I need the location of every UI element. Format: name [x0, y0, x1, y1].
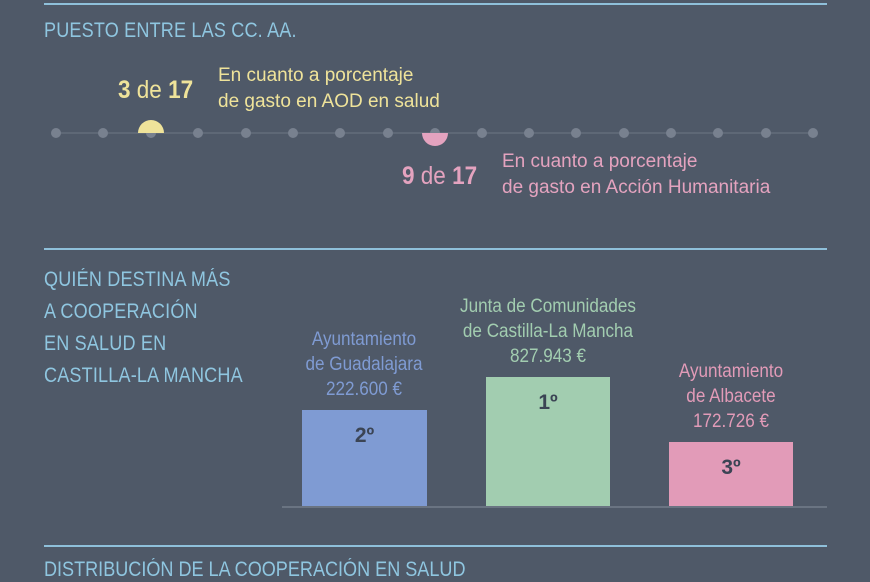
- humanitarian-desc-line1: En cuanto a porcentaje: [502, 151, 698, 172]
- funders-title-line2: A COOPERACIÓN: [44, 300, 198, 323]
- aod-desc-line2: de gasto en AOD en salud: [218, 91, 440, 112]
- bar-label-albacete: Ayuntamiento de Albacete 172.726 €: [659, 359, 803, 434]
- bar-name-line1: Ayuntamiento: [311, 329, 417, 350]
- bar-amount: 172.726 €: [692, 411, 770, 432]
- rank-dot: [761, 128, 771, 138]
- humanitarian-rank: 9 de 17: [402, 162, 477, 191]
- rank-dot: [193, 128, 203, 138]
- aod-rank-value: 3: [118, 76, 131, 104]
- section-divider: [44, 248, 827, 250]
- aod-rank-marker: [138, 120, 164, 133]
- bar-name-line1: Ayuntamiento: [678, 361, 784, 382]
- bar-amount: 222.600 €: [325, 379, 403, 400]
- rank-dot: [241, 128, 251, 138]
- bar-junta: 1º: [486, 377, 610, 507]
- rank-dot: [335, 128, 345, 138]
- humanitarian-rank-value: 9: [402, 162, 415, 190]
- aod-rank-of: de: [136, 76, 162, 104]
- bar-name-line1: Junta de Comunidades: [460, 296, 636, 317]
- top-divider: [44, 3, 827, 5]
- rank-dot: [477, 128, 487, 138]
- rank-dot: [808, 128, 818, 138]
- bar-name-line2: de Castilla-La Mancha: [462, 321, 634, 342]
- aod-rank: 3 de 17: [118, 76, 193, 105]
- rank-dot: [524, 128, 534, 138]
- bar-amount: 827.943 €: [509, 346, 587, 367]
- aod-rank-description: En cuanto a porcentaje de gasto en AOD e…: [218, 63, 440, 115]
- bar-chart-baseline: [282, 506, 827, 508]
- rank-dot: [51, 128, 61, 138]
- bar-name-line2: de Guadalajara: [305, 354, 423, 375]
- rank-dot: [619, 128, 629, 138]
- bar-label-guadalajara: Ayuntamiento de Guadalajara 222.600 €: [292, 327, 436, 402]
- bar-albacete: 3º: [669, 442, 793, 507]
- rank-dot: [288, 128, 298, 138]
- ranking-section-title: PUESTO ENTRE LAS CC. AA.: [44, 19, 297, 42]
- rank-dot: [383, 128, 393, 138]
- rank-dot: [666, 128, 676, 138]
- bar-name-line2: de Albacete: [686, 386, 776, 407]
- humanitarian-rank-of: de: [420, 162, 446, 190]
- aod-desc-line1: En cuanto a porcentaje: [218, 65, 414, 86]
- bar-position-label: 2º: [354, 424, 375, 447]
- aod-rank-total: 17: [168, 76, 194, 104]
- humanitarian-rank-marker: [422, 133, 448, 146]
- humanitarian-rank-total: 17: [452, 162, 478, 190]
- funders-title-line1: QUIÉN DESTINA MÁS: [44, 268, 231, 291]
- funders-section-title: QUIÉN DESTINA MÁS A COOPERACIÓN EN SALUD…: [44, 264, 243, 392]
- section-divider: [44, 545, 827, 547]
- rank-dot: [98, 128, 108, 138]
- funders-title-line3: EN SALUD EN: [44, 332, 167, 355]
- bar-label-junta: Junta de Comunidades de Castilla-La Manc…: [449, 294, 647, 369]
- rank-dot: [713, 128, 723, 138]
- bar-position-label: 1º: [538, 391, 558, 414]
- rank-dot: [571, 128, 581, 138]
- rank-dot: [146, 128, 156, 138]
- humanitarian-rank-description: En cuanto a porcentaje de gasto en Acció…: [502, 149, 770, 201]
- humanitarian-desc-line2: de gasto en Acción Humanitaria: [502, 177, 771, 198]
- bar-position-label: 3º: [721, 456, 741, 479]
- funders-title-line4: CASTILLA-LA MANCHA: [44, 364, 243, 387]
- distribution-section-title: DISTRIBUCIÓN DE LA COOPERACIÓN EN SALUD: [44, 558, 466, 581]
- bar-guadalajara: 2º: [302, 410, 427, 507]
